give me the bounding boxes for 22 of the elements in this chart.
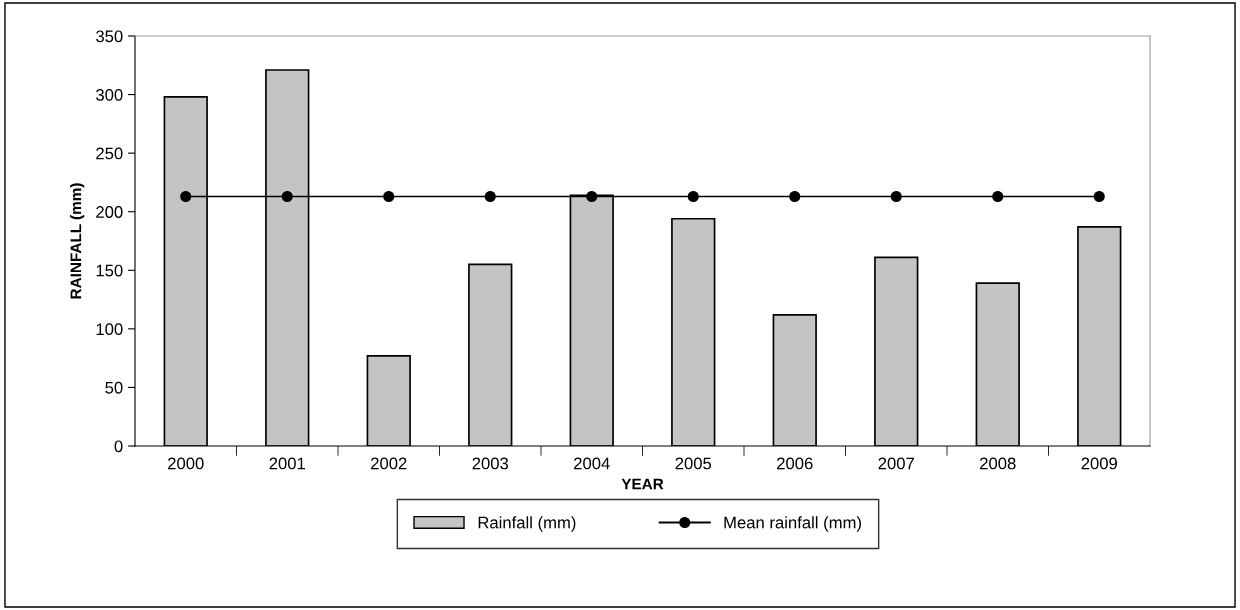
y-tick-label: 150 xyxy=(96,264,123,277)
x-axis-title: YEAR xyxy=(621,478,664,490)
y-tick-label: 350 xyxy=(96,30,123,43)
x-tick-label: 2009 xyxy=(1081,457,1117,470)
y-tick-label: 300 xyxy=(96,88,123,101)
x-tick-label: 2006 xyxy=(777,457,813,470)
y-tick-label: 100 xyxy=(96,323,123,336)
x-tick-label: 2002 xyxy=(371,457,407,470)
x-tick-label: 2004 xyxy=(574,457,610,470)
x-tick-label: 2007 xyxy=(878,457,914,470)
legend-label: Rainfall (mm) xyxy=(478,516,576,532)
legend-label: Mean rainfall (mm) xyxy=(724,516,861,532)
x-tick-label: 2003 xyxy=(472,457,509,470)
x-tick-label: 2005 xyxy=(675,457,712,470)
y-tick-label: 200 xyxy=(96,206,123,218)
x-tick-label: 2001 xyxy=(269,457,305,470)
y-axis-title: RAINFALL (mm) xyxy=(70,183,85,299)
y-tick-label: 50 xyxy=(105,381,123,394)
x-tick-label: 2008 xyxy=(980,457,1016,470)
x-tick-label: 2000 xyxy=(168,457,204,470)
y-tick-label: 250 xyxy=(96,147,123,160)
y-tick-label: 0 xyxy=(114,440,123,453)
